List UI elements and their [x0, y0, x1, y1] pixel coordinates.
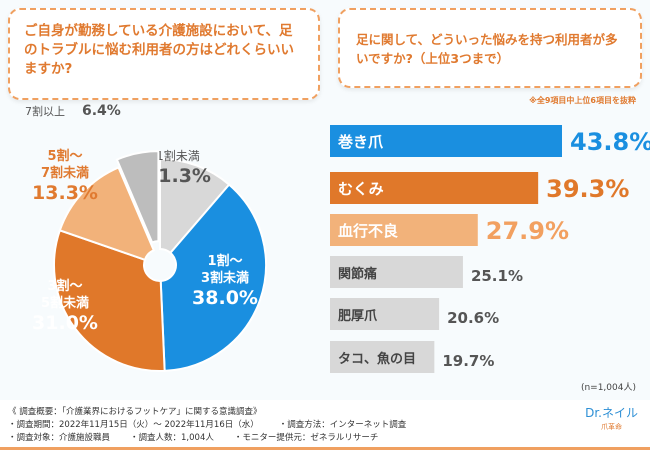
bar: [330, 125, 562, 157]
survey-count: ・調査人数：1,004人: [130, 433, 214, 443]
pie-value: 6.4%: [82, 103, 121, 119]
pie-label: 7割以上: [25, 104, 65, 118]
bar-value: 25.1%: [471, 267, 523, 285]
bar: [330, 256, 463, 288]
survey-period: ・調査期間：2022年11月15日（火）～ 2022年11月16日（水）: [8, 420, 259, 430]
question-left: ご自身が勤務している介護施設において、足のトラブルに悩む利用者の方はどれくらいい…: [8, 8, 320, 100]
pie-slice: [159, 157, 231, 255]
bar-label: 肥厚爪: [338, 308, 378, 324]
pie-value: 11.3%: [145, 165, 211, 187]
survey-method: ・調査方法：インターネット調査: [278, 420, 407, 430]
pie-value: 13.3%: [32, 182, 98, 204]
pie-label: 1割～: [207, 253, 242, 269]
pie-label: 1割未満: [156, 148, 200, 163]
bar-label: むくみ: [338, 180, 384, 198]
bar: [330, 298, 440, 330]
pie-label: 3割未満: [201, 270, 249, 286]
bar-label: 巻き爪: [337, 133, 384, 151]
pie-slice: [159, 183, 267, 372]
pie-slice: [58, 166, 156, 262]
sample-size: (n=1,004人): [580, 383, 636, 393]
pie-label: 3割～: [47, 278, 82, 294]
note: ※全9項目中上位6項目を抜粋: [529, 96, 636, 105]
pie-value: 38.0%: [192, 287, 258, 309]
question-right: 足に関して、どういった悩みを持つ利用者が多いですか?（上位3つまで）: [338, 8, 642, 88]
pie-label: 5割～: [47, 148, 82, 164]
bar: [330, 341, 435, 373]
bar-label: タコ、魚の目: [338, 351, 416, 367]
survey-target: ・調査対象：介護施設職員: [8, 433, 111, 443]
bar-value: 20.6%: [447, 309, 499, 327]
survey-title: 《 調査概要：「介護業界におけるフットケア」に関する意識調査》: [8, 407, 262, 417]
bar: [330, 172, 539, 204]
bar-value: 43.8%: [570, 128, 650, 156]
survey-provider: ・モニター提供元：ゼネラルリサーチ: [233, 433, 379, 443]
bar-value: 27.9%: [486, 217, 569, 245]
bar-value: 19.7%: [442, 352, 494, 370]
footer: 《 調査概要：「介護業界におけるフットケア」に関する意識調査》 ・調査期間：20…: [0, 400, 650, 450]
pie-label: 7割未満: [41, 165, 89, 181]
pie-label: 5割未満: [41, 295, 89, 311]
logo: Dr.ネイル 爪革命: [585, 406, 638, 431]
pie-slice: [53, 229, 166, 372]
pie-slice: [115, 150, 160, 244]
bar: [330, 214, 478, 246]
pie-value: 31.0%: [32, 312, 98, 334]
bar-label: 血行不良: [338, 222, 398, 240]
bar-label: 関節痛: [338, 266, 377, 282]
bar-value: 39.3%: [546, 175, 629, 203]
